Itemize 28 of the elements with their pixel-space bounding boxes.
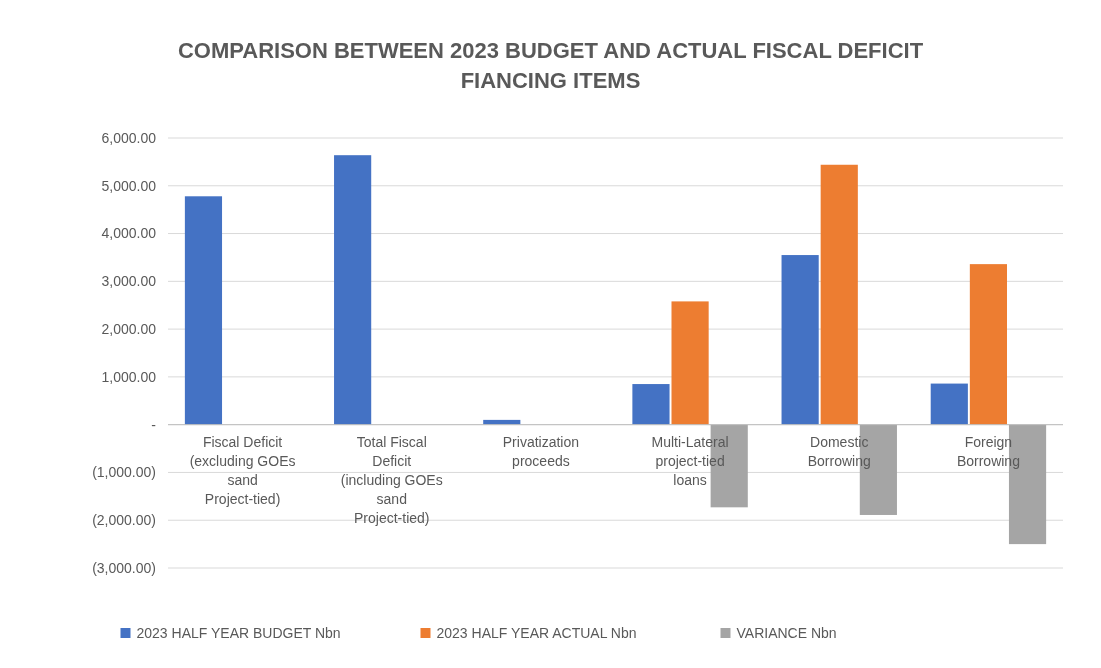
x-tick-label: Domestic Borrowing	[807, 433, 871, 469]
bar	[334, 155, 372, 425]
chart-title: COMPARISON BETWEEN 2023 BUDGET AND ACTUAL FISCAL DEFICIT FIANCING ITEMS	[177, 38, 924, 93]
y-tick-label: (2,000.00)	[92, 512, 156, 529]
y-tick-label: -	[151, 416, 157, 433]
y-tick-label: 1,000.00	[101, 368, 157, 385]
x-tick-label: Foreign Borrowing	[956, 433, 1020, 469]
x-tick-label: Fiscal Deficit (excluding GOEs sand Project-tied)	[189, 433, 296, 507]
legend-label: VARIANCE Nbn	[736, 625, 837, 641]
bar	[781, 255, 819, 425]
x-tick-label: Multi-Lateral project-tied loans	[651, 433, 729, 488]
y-tick-label: 2,000.00	[101, 321, 157, 338]
x-tick-label: Privatization proceeds	[502, 433, 580, 469]
y-tick-label: 4,000.00	[101, 225, 157, 242]
bar	[820, 164, 858, 425]
bar	[930, 383, 968, 425]
y-tick-label: 6,000.00	[101, 129, 157, 146]
y-tick-label: 3,000.00	[101, 273, 157, 290]
legend-label: 2023 HALF YEAR ACTUAL Nbn	[436, 625, 637, 641]
legend-label: 2023 HALF YEAR BUDGET Nbn	[136, 625, 341, 641]
x-tick-label: Total Fiscal Deficit (including GOEs sand Project-tied)	[340, 433, 443, 526]
y-tick-label: 5,000.00	[101, 177, 157, 194]
bar	[969, 264, 1007, 425]
y-tick-label: (1,000.00)	[92, 464, 156, 481]
bar	[184, 196, 223, 425]
bar	[632, 384, 670, 425]
bar	[671, 301, 709, 425]
y-tick-label: (3,000.00)	[92, 559, 156, 576]
